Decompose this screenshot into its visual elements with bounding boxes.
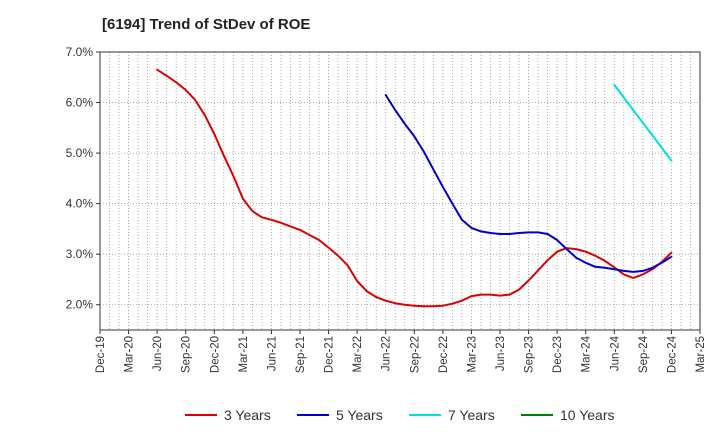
plot-frame: [99, 51, 701, 331]
x-tick-label: Mar-23: [466, 336, 478, 372]
x-tick-label: Mar-25: [695, 336, 707, 372]
x-tick-label: Mar-20: [124, 336, 136, 372]
x-tick-label: Jun-23: [495, 336, 507, 371]
x-tick-label: Sep-22: [409, 336, 421, 373]
series-line-7-years: [613, 83, 673, 162]
x-tick-label: Dec-24: [666, 335, 678, 373]
legend-label: 5 Years: [336, 407, 383, 423]
x-tick-label: Sep-21: [295, 336, 307, 373]
y-tick-label: 7.0%: [66, 45, 94, 59]
x-tick-label: Dec-21: [324, 336, 336, 373]
x-axis-ticks: Dec-19 Mar-20 Jun-20 Sep-20 Dec-20 Mar-21 Jun-…: [95, 330, 707, 373]
x-tick-label: Dec-23: [552, 336, 564, 373]
chart-title: [6194] Trend of StDev of ROE: [102, 16, 311, 33]
x-tick-label: Jun-21: [266, 336, 278, 371]
series-line-5-years: [384, 94, 673, 273]
y-axis-ticks: 2.0% 3.0% 4.0% 5.0% 6.0% 7.0%: [66, 45, 100, 312]
x-tick-label: Sep-23: [524, 336, 536, 373]
x-tick-label: Mar-22: [352, 336, 364, 372]
x-tick-label: Jun-20: [152, 336, 164, 371]
x-tick-label: Dec-20: [209, 336, 221, 373]
x-tick-label: Sep-20: [181, 336, 193, 373]
legend-label: 10 Years: [560, 407, 615, 423]
legend: 3 Years 5 Years 7 Years 10 Years: [185, 407, 615, 423]
y-tick-label: 5.0%: [66, 146, 94, 160]
series-lines: [156, 68, 673, 308]
x-tick-label: Mar-21: [238, 336, 250, 372]
y-tick-label: 4.0%: [66, 197, 94, 211]
y-tick-label: 2.0%: [66, 298, 94, 312]
series-line-3-years: [156, 68, 673, 308]
x-tick-label: Sep-24: [638, 335, 650, 373]
x-tick-label: Jun-24: [609, 335, 621, 371]
x-tick-label: Dec-19: [95, 336, 107, 373]
x-tick-label: Dec-22: [438, 336, 450, 373]
y-tick-label: 3.0%: [66, 247, 94, 261]
x-tick-label: Mar-24: [581, 335, 593, 372]
legend-label: 7 Years: [448, 407, 495, 423]
legend-label: 3 Years: [224, 407, 271, 423]
x-tick-label: Jun-22: [381, 336, 393, 371]
y-tick-label: 6.0%: [66, 96, 94, 110]
